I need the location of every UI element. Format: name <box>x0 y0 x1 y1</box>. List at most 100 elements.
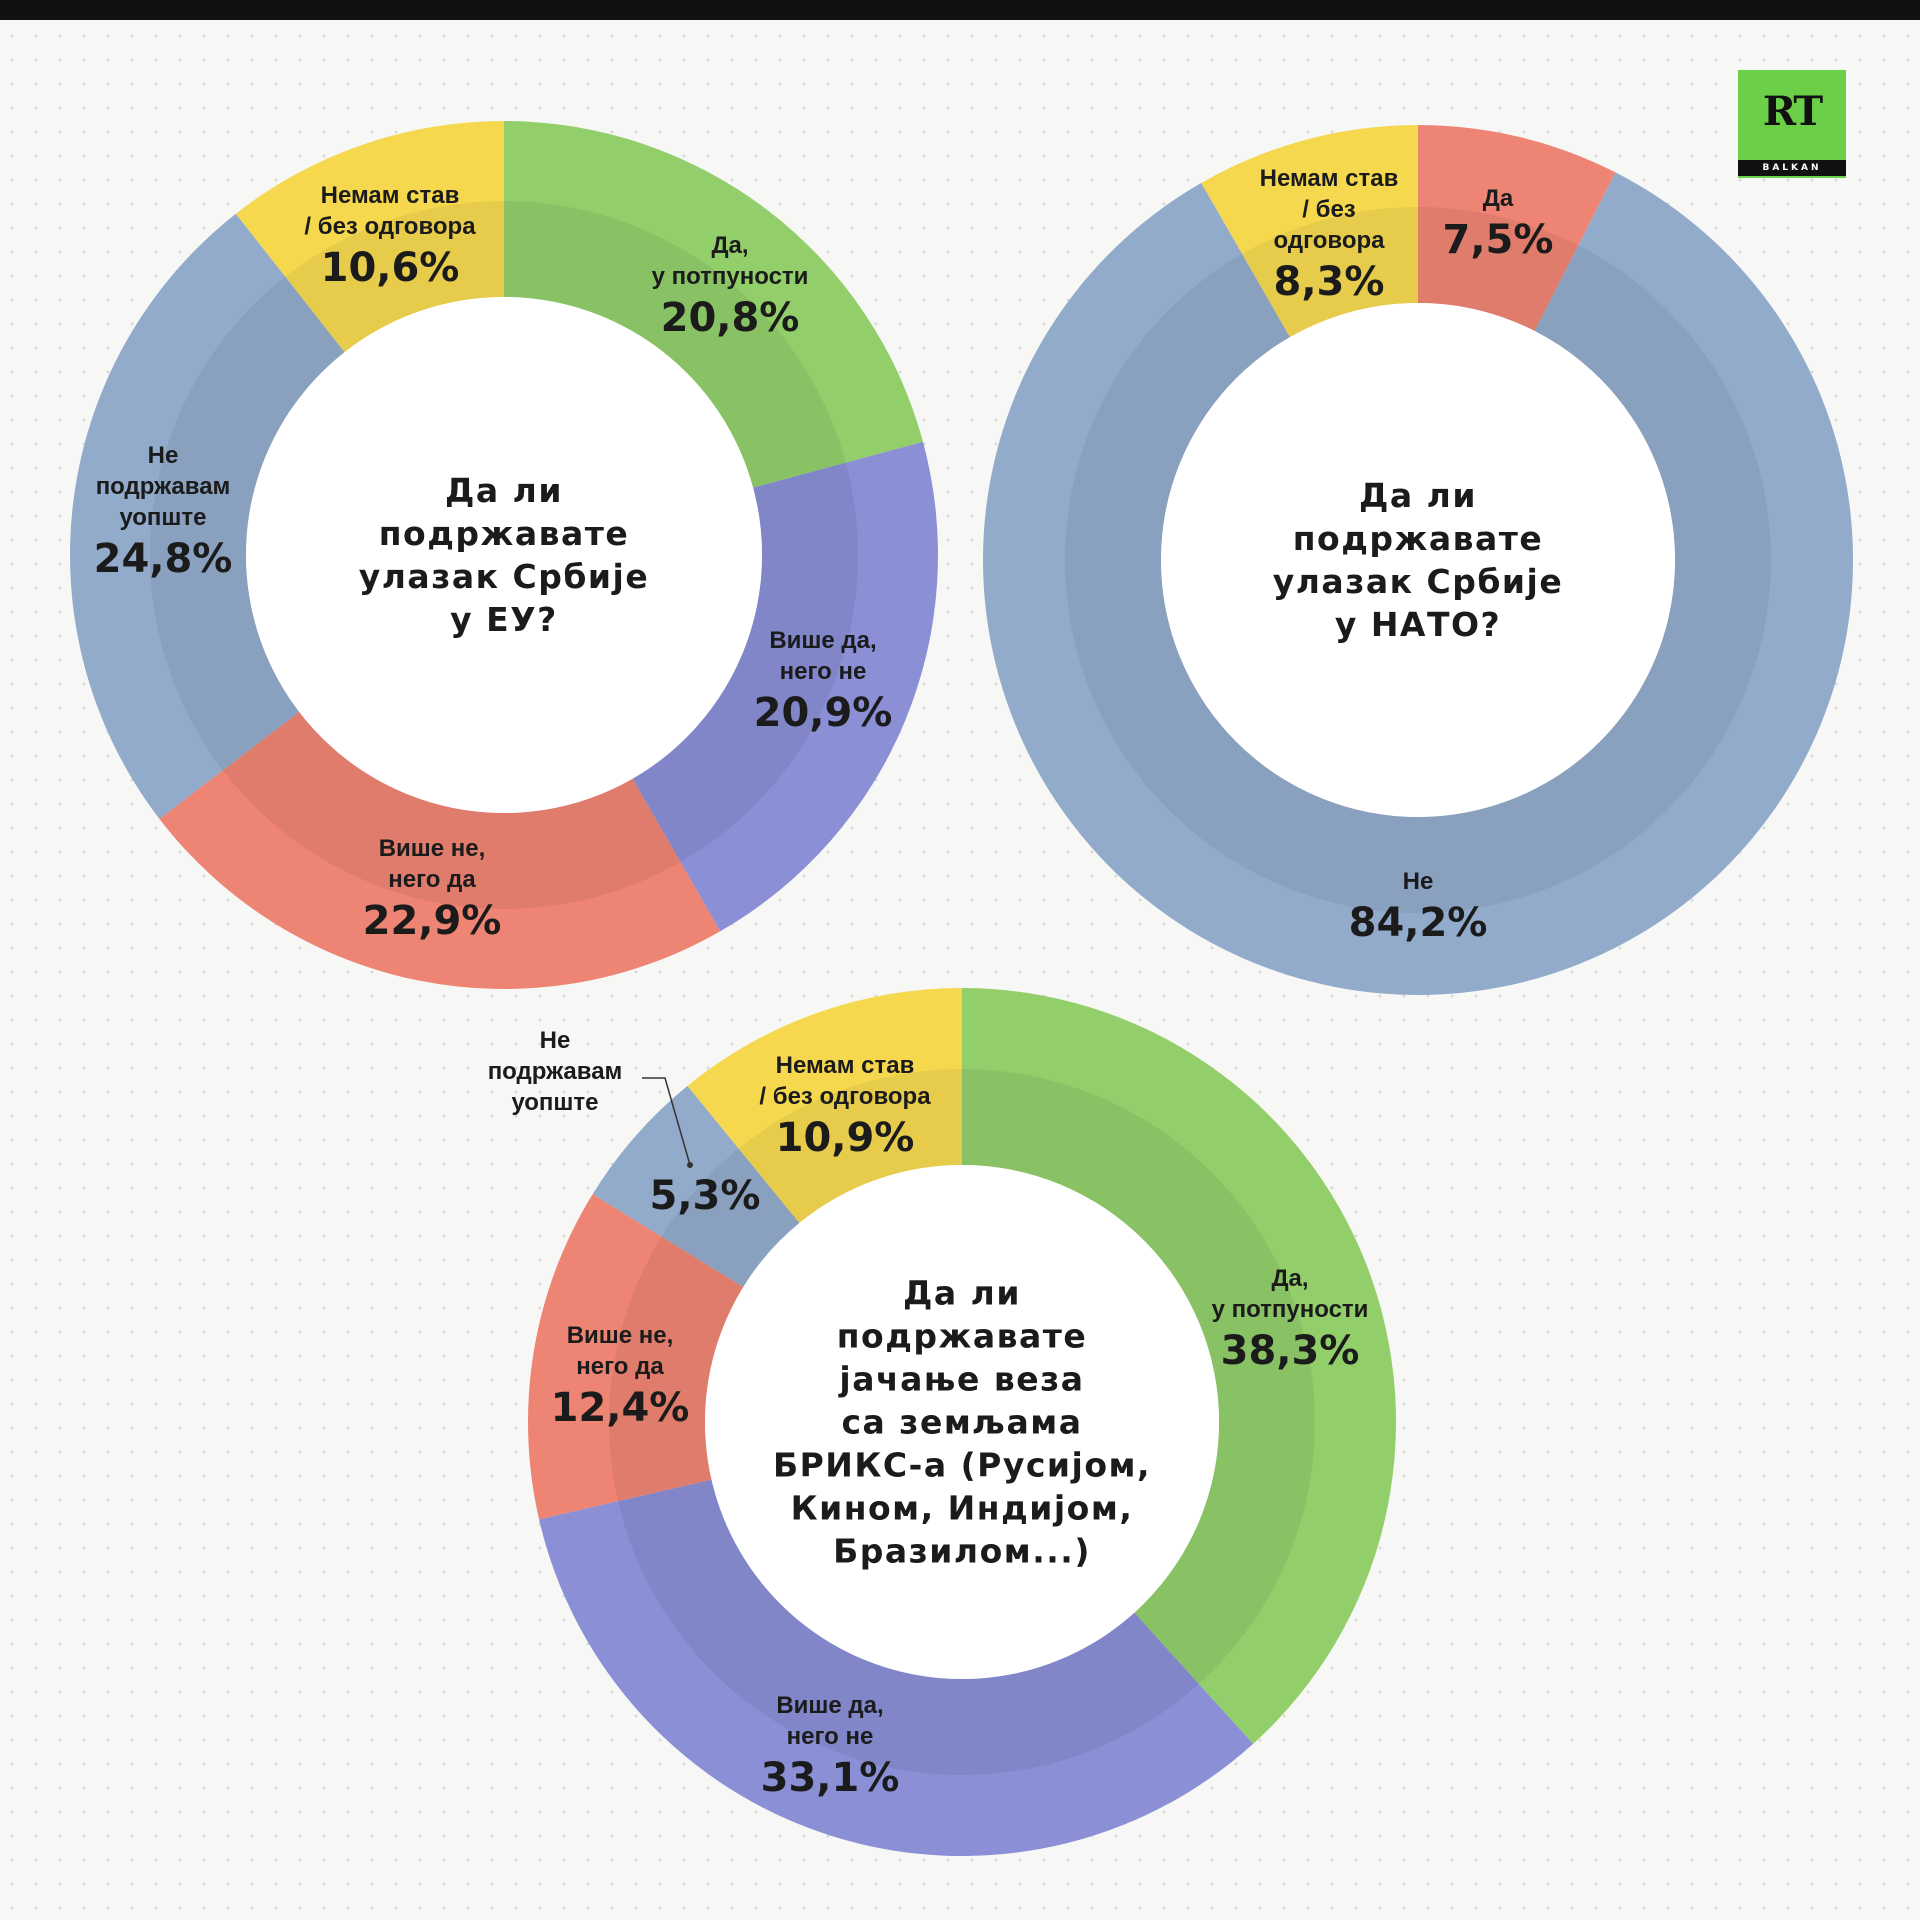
brics-question-line: Да ли <box>903 1273 1021 1313</box>
brics-slice-label: Више да, него не 33,1% <box>730 1690 930 1802</box>
brics-slice-label-text: него не <box>786 1723 874 1750</box>
eu-slice-3 <box>69 213 345 819</box>
brics-slice-label-text: Да, <box>1271 1265 1309 1292</box>
brics-slice-label-text: Више да, <box>776 1692 884 1719</box>
nato-donut-chart <box>982 125 1854 995</box>
nato-question-line: Да ли <box>1359 476 1477 515</box>
nato-slice-label-text: Не <box>1402 868 1434 895</box>
brics-leader-line <box>642 1077 691 1166</box>
eu-slice-value: 20,9% <box>753 690 893 736</box>
nato-slice-label-text: одговора <box>1273 227 1385 254</box>
eu-slice-0 <box>504 121 923 488</box>
nato-center-hole <box>1161 303 1675 817</box>
brics-slice-label: Не подржавам уопште 5,3% <box>455 1025 761 1219</box>
brics-slice-3 <box>592 1085 800 1288</box>
nato-slice-label-text: Немам став <box>1259 165 1399 192</box>
eu-donut-chart <box>69 120 938 989</box>
eu-slice-1 <box>632 441 938 932</box>
logo-subtext: BALKAN <box>1738 160 1846 176</box>
brics-inner-shade <box>609 1069 1315 1775</box>
nato-slice-value: 7,5% <box>1442 217 1554 263</box>
brics-slice-label-text: / без одговора <box>759 1083 931 1110</box>
eu-slice-label-text: / без одговора <box>304 213 476 240</box>
eu-question: Да ли подржавате улазак Србије у ЕУ? <box>274 469 734 641</box>
eu-slice-label-text: Више не, <box>378 835 486 862</box>
nato-slice-label-text: Да <box>1482 185 1514 212</box>
eu-slice-value: 10,6% <box>320 245 460 291</box>
nato-slice-value: 8,3% <box>1273 259 1385 305</box>
eu-slice-4 <box>235 120 504 353</box>
eu-slice-2 <box>159 711 721 989</box>
top-bar <box>0 0 1920 20</box>
nato-slice-1 <box>982 172 1854 995</box>
eu-slice-label-text: Немам став <box>320 182 460 209</box>
brics-slice-label: Више не, него да 12,4% <box>520 1320 720 1432</box>
brics-question-line: подржавате <box>836 1316 1088 1356</box>
eu-question-line: Да ли <box>445 471 563 510</box>
eu-slice-value: 20,8% <box>660 295 800 341</box>
brics-slice-label: Да, у потпуности 38,3% <box>1190 1263 1390 1375</box>
brics-slice-label-text: подржавам <box>487 1058 623 1085</box>
brics-slice-value: 12,4% <box>550 1385 690 1431</box>
brics-question-line: са земљама <box>841 1402 1083 1442</box>
eu-question-line: подржавате <box>378 514 630 553</box>
nato-question-line: улазак Србије <box>1272 562 1564 601</box>
brics-slice-label-text: него да <box>576 1353 664 1380</box>
brics-center-hole <box>705 1165 1219 1679</box>
nato-question-line: подржавате <box>1292 519 1544 558</box>
brics-slice-label-text: Више не, <box>566 1322 674 1349</box>
brics-slice-2 <box>528 1194 744 1520</box>
eu-slice-label: Не подржавам уопште 24,8% <box>63 440 263 583</box>
eu-slice-label-text: Да, <box>711 232 749 259</box>
eu-slice-label: Да, у потпуности 20,8% <box>615 230 845 342</box>
nato-slice-0 <box>1418 125 1616 332</box>
nato-slice-label: Немам став / без одговора 8,3% <box>1224 163 1434 306</box>
nato-inner-shade <box>1065 207 1771 913</box>
nato-slice-label: Да 7,5% <box>1428 183 1568 264</box>
eu-slice-value: 24,8% <box>93 536 233 582</box>
brics-slice-value: 33,1% <box>760 1755 900 1801</box>
nato-question-line: у НАТО? <box>1334 605 1502 644</box>
brics-question-line: јачање веза <box>839 1359 1085 1399</box>
eu-slice-label-text: подржавам <box>95 473 231 500</box>
brics-slice-value: 10,9% <box>775 1115 915 1161</box>
eu-slice-label-text: уопште <box>119 504 207 531</box>
eu-slice-value: 22,9% <box>362 898 502 944</box>
brics-question-line: БРИКС-а (Русијом, <box>772 1445 1152 1485</box>
logo-text: RT <box>1762 88 1823 135</box>
brics-slice-label-text: у потпуности <box>1211 1296 1369 1323</box>
eu-slice-label: Више да, него не 20,9% <box>723 625 923 737</box>
nato-question: Да ли подржавате улазак Србије у НАТО? <box>1188 474 1648 646</box>
brics-question: Да ли подржавате јачање веза са земљама БРИК… <box>732 1272 1192 1573</box>
eu-slice-label: Немам став / без одговора 10,6% <box>265 180 515 292</box>
brics-slice-label-text: Не <box>539 1027 571 1054</box>
brics-question-line: Бразилом...) <box>833 1531 1091 1571</box>
brics-slice-1 <box>539 1479 1254 1856</box>
nato-slice-value: 84,2% <box>1348 900 1488 946</box>
brics-slice-label-text: уопште <box>511 1089 599 1116</box>
eu-slice-label-text: него да <box>388 866 476 893</box>
eu-question-line: у ЕУ? <box>450 600 558 639</box>
eu-slice-label-text: у потпуности <box>651 263 809 290</box>
brics-donut-chart <box>528 988 1397 1856</box>
brics-slice-label-text: Немам став <box>775 1052 915 1079</box>
nato-slice-label: Не 84,2% <box>1318 866 1518 947</box>
nato-slice-2 <box>1201 125 1418 338</box>
brics-slice-value: 5,3% <box>649 1173 761 1219</box>
nato-slice-label-text: / без <box>1302 196 1356 223</box>
eu-slice-label-text: Не <box>147 442 179 469</box>
brics-slice-0 <box>962 988 1397 1744</box>
eu-slice-label: Више не, него да 22,9% <box>332 833 532 945</box>
eu-inner-shade <box>150 201 858 909</box>
eu-center-hole <box>246 297 762 813</box>
rt-balkan-logo: RT BALKAN <box>1738 70 1846 178</box>
brics-slice-value: 38,3% <box>1220 1328 1360 1374</box>
brics-slice-4 <box>687 988 962 1223</box>
eu-slice-label-text: него не <box>779 658 867 685</box>
eu-question-line: улазак Србије <box>358 557 650 596</box>
brics-slice-label: Немам став / без одговора 10,9% <box>720 1050 970 1162</box>
eu-slice-label-text: Више да, <box>769 627 877 654</box>
brics-question-line: Кином, Индијом, <box>790 1488 1134 1528</box>
brics-leader-dot <box>687 1162 693 1168</box>
